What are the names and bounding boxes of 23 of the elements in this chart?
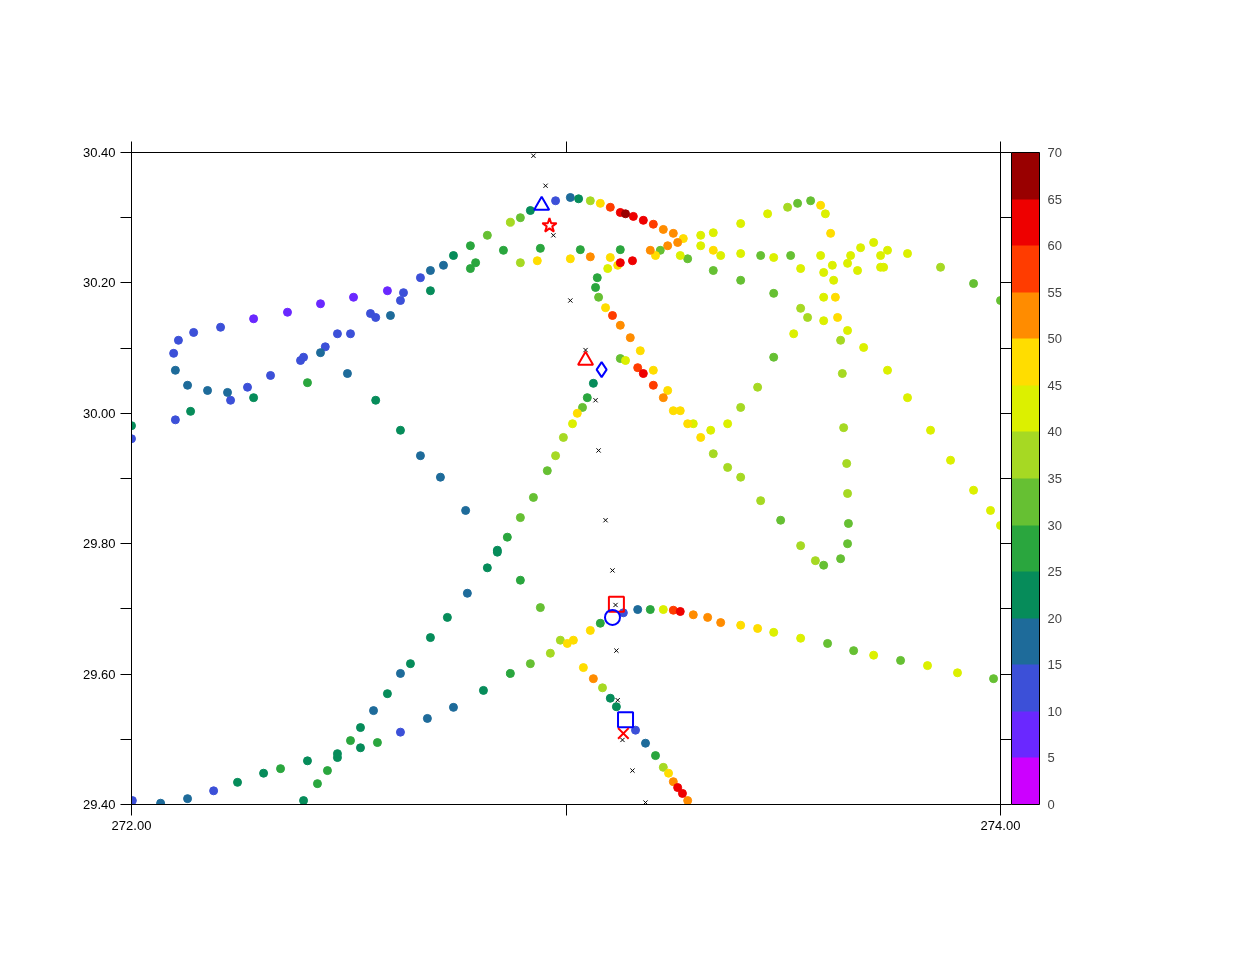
color-bar-label: 45: [1047, 377, 1062, 393]
color-bar-label: 30: [1047, 517, 1062, 533]
color-bar-label: 25: [1047, 564, 1062, 580]
color-bar-label: 40: [1047, 424, 1062, 440]
color-bar-label: 5: [1047, 750, 1055, 766]
y-tick-label: 29.80: [82, 536, 116, 552]
x-tick-label: 274.00: [980, 817, 1021, 833]
color-bar-label: 50: [1047, 331, 1062, 347]
color-bar-label: 70: [1047, 145, 1062, 160]
y-tick-label: 30.20: [82, 275, 116, 291]
y-tick-label: 29.40: [82, 797, 116, 812]
y-tick-label: 30.40: [82, 145, 116, 160]
color-bar-label: 20: [1047, 610, 1062, 626]
color-bar-label: 65: [1047, 191, 1062, 207]
color-bar-label: 60: [1047, 238, 1062, 254]
color-bar-label: 10: [1047, 703, 1062, 719]
color-bar-label: 35: [1047, 471, 1062, 486]
color-bar-label: 0: [1047, 797, 1055, 812]
y-tick-label: 29.60: [82, 666, 116, 682]
x-tick-label: 272.00: [111, 817, 152, 833]
color-bar-label: 15: [1047, 657, 1062, 673]
y-tick-label: 30.00: [82, 405, 116, 421]
color-bar-label: 55: [1047, 284, 1062, 300]
